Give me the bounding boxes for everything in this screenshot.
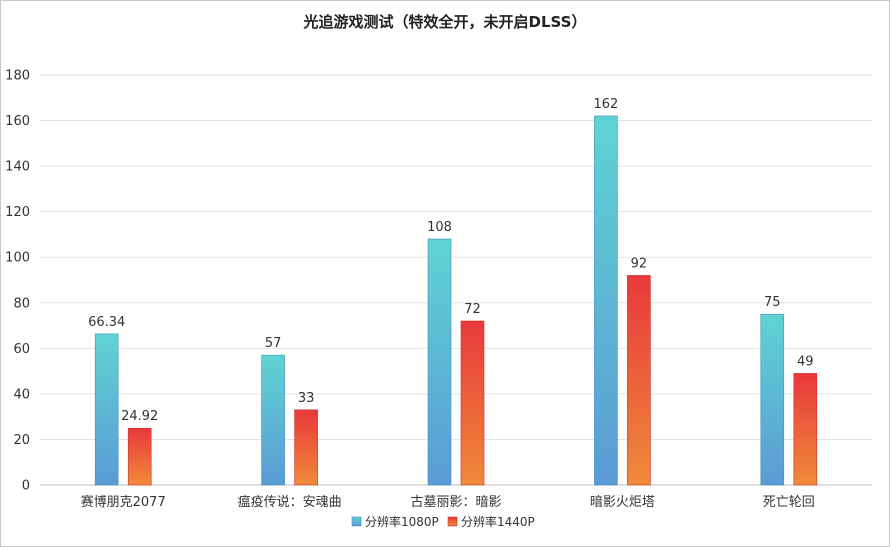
bar-series-1: [594, 115, 618, 486]
legend-label: 分辨率1440P: [461, 514, 535, 529]
y-tick-label: 40: [13, 387, 30, 402]
bar-series-2: [460, 320, 485, 486]
x-category-label: 古墓丽影：暗影: [410, 495, 501, 510]
y-tick-label: 120: [5, 205, 30, 220]
bar-value-label: 108: [427, 220, 452, 235]
legend-swatch: [447, 516, 458, 527]
chart-title: 光追游戏测试（特效全开，未开启DLSS）: [303, 13, 587, 31]
x-category-label: 暗影火炬塔: [590, 495, 655, 510]
x-category-label: 赛博朋克2077: [81, 494, 166, 510]
bar-series-2: [793, 373, 818, 486]
y-tick-label: 180: [5, 69, 30, 84]
bar-value-label: 66.34: [88, 315, 125, 330]
bar-series-1: [427, 238, 452, 486]
y-tick-label: 60: [13, 342, 30, 357]
bar-series-2: [294, 409, 318, 486]
x-axis-categories: 赛博朋克2077 瘟疫传说：安魂曲 古墓丽影：暗影 暗影火炬塔 死亡轮回: [81, 494, 815, 510]
legend: 分辨率1080P 分辨率1440P: [351, 514, 535, 529]
y-tick-label: 80: [13, 296, 30, 311]
y-tick-label: 20: [13, 433, 30, 448]
grid-lines: [40, 74, 872, 486]
y-tick-label: 100: [5, 251, 30, 266]
x-category-label: 瘟疫传说：安魂曲: [238, 494, 342, 510]
bar-value-label: 75: [764, 295, 781, 310]
bar-value-label: 92: [631, 256, 648, 271]
bars: [94, 115, 818, 486]
bar-series-2: [627, 275, 651, 486]
bar-series-1: [760, 313, 785, 486]
bar-series-1: [94, 333, 119, 486]
bar-series-2: [127, 427, 152, 486]
y-tick-label: 140: [5, 160, 30, 175]
legend-swatch: [351, 516, 362, 527]
bar-value-label: 24.92: [121, 409, 158, 424]
data-labels: 66.34 24.92 57 33 108 72 162 92 75 49: [88, 97, 813, 424]
bar-value-label: 57: [265, 336, 282, 351]
x-category-label: 死亡轮回: [763, 495, 815, 510]
bar-value-label: 33: [298, 391, 315, 406]
y-tick-label: 160: [5, 114, 30, 129]
bar-value-label: 72: [464, 302, 481, 317]
bar-value-label: 162: [593, 97, 618, 112]
legend-label: 分辨率1080P: [365, 514, 439, 529]
y-tick-label: 0: [22, 479, 30, 494]
bar-value-label: 49: [797, 354, 814, 369]
bar-series-1: [261, 354, 285, 486]
y-axis-ticks: 0 20 40 60 80 100 120 140 160 180: [5, 69, 30, 494]
